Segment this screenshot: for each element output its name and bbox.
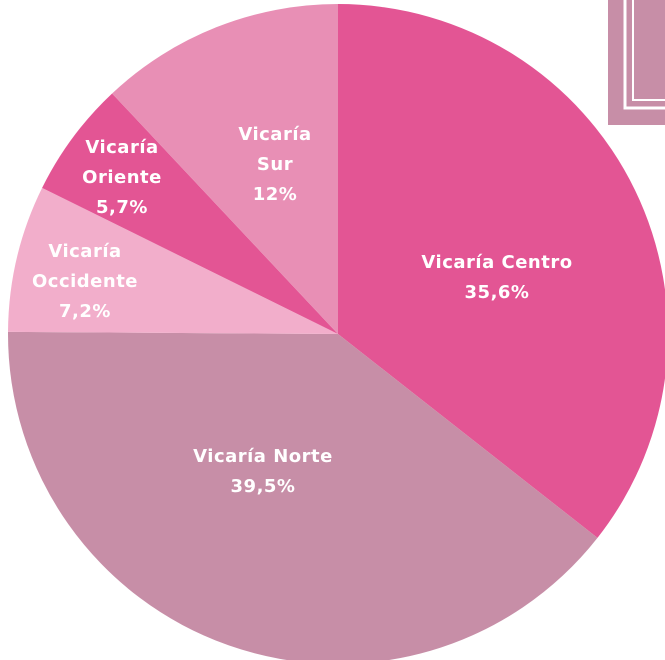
category-label: Vicaría Norte [193, 446, 333, 467]
slice-label: Vicaría Oriente 5,7% [72, 133, 172, 223]
slice-label: Vicaría Centro 35,6% [367, 248, 627, 308]
slice-label: Vicaría Occidente 7,2% [20, 237, 150, 327]
corner-box [608, 0, 665, 125]
slice-label: Vicaría Sur 12% [225, 120, 325, 210]
decoration [608, 0, 665, 125]
value-label: 35,6% [464, 282, 530, 303]
corner-frame [623, 0, 665, 110]
pie-slice [42, 93, 338, 334]
category-label: Vicaría Sur [238, 124, 312, 175]
pie-slice [8, 331, 598, 660]
pie-slice [112, 4, 338, 334]
pie-slice [8, 187, 339, 334]
category-label: Vicaría Oriente [82, 137, 162, 188]
category-label: Vicaría Occidente [31, 241, 139, 292]
value-label: 12% [252, 184, 298, 205]
value-label: 39,5% [230, 476, 296, 497]
value-label: 5,7% [96, 197, 148, 218]
value-label: 7,2% [59, 301, 111, 322]
corner-frame [632, 0, 665, 101]
slice-label: Vicaría Norte 39,5% [163, 442, 363, 502]
pie-slice [338, 4, 665, 538]
category-label: Vicaría Centro [421, 252, 573, 273]
